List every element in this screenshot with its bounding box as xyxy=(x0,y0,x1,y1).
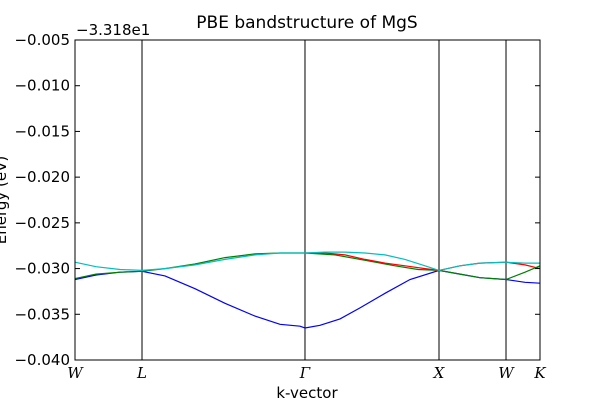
y-tick-label: −0.010 xyxy=(14,77,70,95)
y-axis-label: Energy (eV) xyxy=(0,156,10,244)
y-offset-label: −3.318e1 xyxy=(76,21,150,39)
x-tick-label: X xyxy=(433,364,446,382)
chart-title: PBE bandstructure of MgS xyxy=(196,13,417,33)
y-tick-label: −0.030 xyxy=(14,260,70,278)
y-ticks: −0.005 −0.010 −0.015 −0.020 −0.025 −0.030 −0.0… xyxy=(14,31,540,369)
y-tick-label: −0.015 xyxy=(14,122,70,140)
y-tick-label: −0.025 xyxy=(14,214,70,232)
y-tick-label: −0.005 xyxy=(14,31,70,49)
band-lines xyxy=(74,251,541,329)
y-tick-label: −0.035 xyxy=(14,305,70,323)
band-line xyxy=(74,269,541,329)
band-line xyxy=(74,252,541,281)
x-tick-label: L xyxy=(136,364,147,382)
kpoint-lines xyxy=(141,40,507,360)
y-tick-label: −0.040 xyxy=(14,351,70,369)
x-axis-label: k-vector xyxy=(276,384,338,400)
y-tick-label: −0.020 xyxy=(14,168,70,186)
band-line xyxy=(74,251,540,272)
x-tick-label: W xyxy=(67,364,84,382)
x-tick-label: Γ xyxy=(299,364,311,382)
x-tick-label: W xyxy=(498,364,515,382)
x-tick-label: K xyxy=(533,364,546,382)
plot-frame xyxy=(74,39,541,361)
